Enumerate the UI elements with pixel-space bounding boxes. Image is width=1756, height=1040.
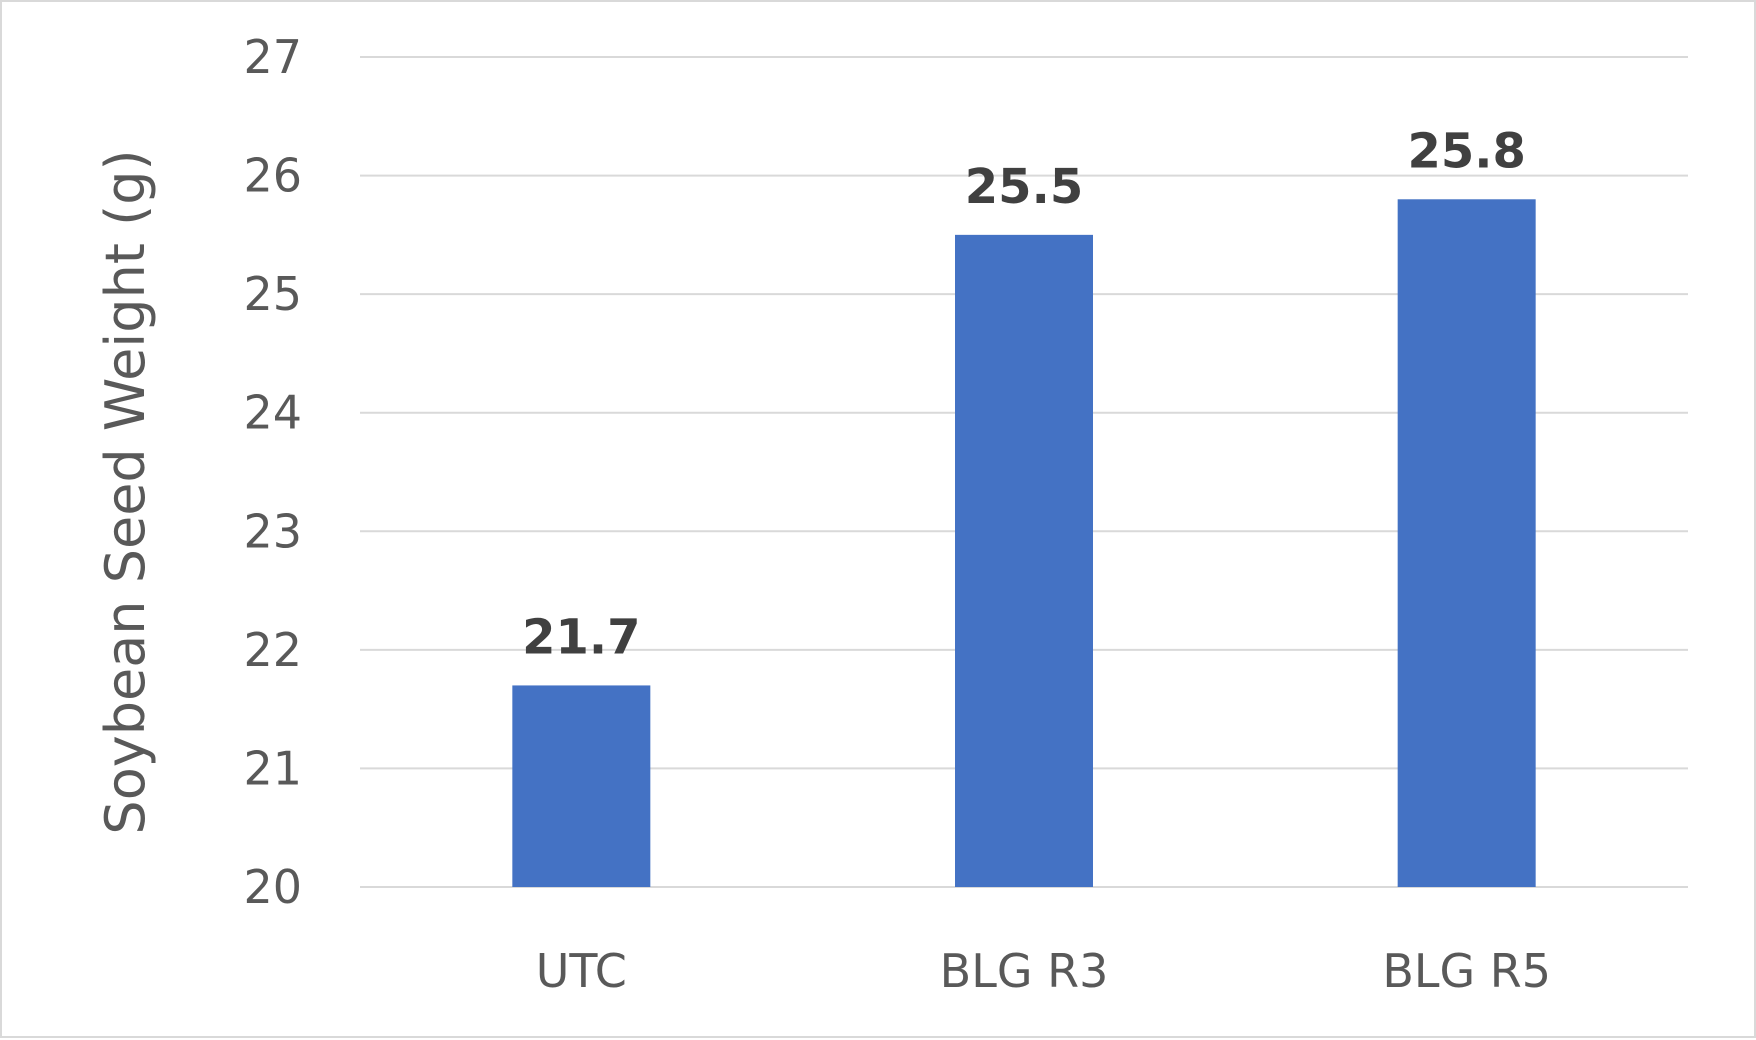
bar-blg-r5 xyxy=(1397,199,1536,888)
y-tick-label: 24 xyxy=(243,386,302,440)
data-label: 21.7 xyxy=(522,609,640,665)
y-tick-label: 21 xyxy=(243,741,302,795)
y-axis-ticks: 20 21 22 23 24 25 26 27 xyxy=(243,30,302,914)
y-tick-label: 20 xyxy=(243,860,302,914)
y-tick-label: 27 xyxy=(243,30,302,84)
x-category-label: BLG R3 xyxy=(940,944,1109,998)
y-tick-label: 25 xyxy=(243,267,302,321)
y-tick-label: 26 xyxy=(243,149,302,203)
x-category-label: BLG R5 xyxy=(1382,944,1551,998)
bars xyxy=(512,199,1536,888)
y-tick-label: 23 xyxy=(243,504,302,558)
bar-blg-r3 xyxy=(955,234,1093,887)
x-category-label: UTC xyxy=(536,944,627,998)
y-axis-title: Soybean Seed Weight (g) xyxy=(94,149,157,834)
y-tick-label: 22 xyxy=(243,623,302,677)
data-label: 25.8 xyxy=(1407,123,1525,179)
data-label: 25.5 xyxy=(965,159,1083,215)
data-labels: 21.7 25.5 25.8 xyxy=(522,123,1526,665)
x-axis-categories: UTC BLG R3 BLG R5 xyxy=(536,944,1551,998)
bar-utc xyxy=(512,685,651,887)
